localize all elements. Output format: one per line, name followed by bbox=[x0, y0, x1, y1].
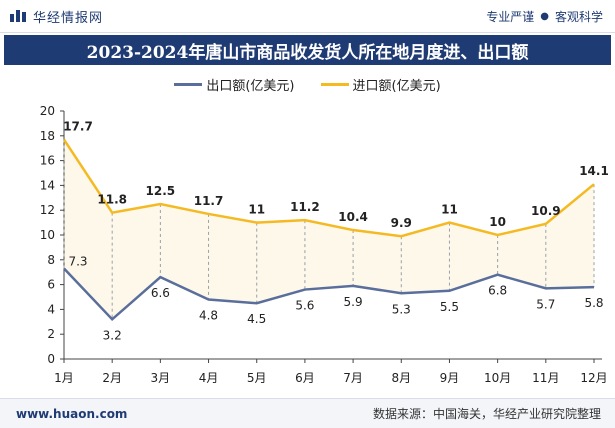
legend-swatch-export bbox=[174, 82, 203, 86]
y-tick-label: 2 bbox=[47, 327, 55, 341]
y-tick-label: 18 bbox=[40, 129, 55, 143]
footer: www.huaon.com 数据来源：中国海关，华经产业研究院整理 bbox=[0, 398, 615, 428]
legend-swatch-import bbox=[320, 82, 349, 86]
import-data-label: 10.4 bbox=[338, 210, 368, 224]
import-data-label: 17.7 bbox=[63, 120, 93, 134]
export-series-line bbox=[63, 267, 595, 322]
y-tick-label: 10 bbox=[40, 228, 55, 242]
footer-source: 数据来源：中国海关，华经产业研究院整理 bbox=[372, 407, 601, 421]
export-data-label: 5.5 bbox=[440, 300, 459, 314]
x-tick-label: 10月 bbox=[484, 371, 511, 385]
import-data-label: 14.1 bbox=[579, 164, 609, 178]
y-tick-label: 20 bbox=[40, 104, 55, 118]
x-tick-label: 6月 bbox=[295, 371, 315, 385]
area-between-series bbox=[64, 139, 594, 320]
chart-legend: 出口额(亿美元) 进口额(亿美元) bbox=[0, 74, 615, 94]
bar-chart-logo-icon bbox=[10, 10, 26, 22]
legend-label-export: 出口额(亿美元) bbox=[206, 78, 295, 94]
export-data-label: 7.3 bbox=[68, 254, 87, 268]
y-tick-label: 0 bbox=[47, 352, 55, 366]
import-data-label: 12.5 bbox=[146, 184, 176, 198]
y-tick-label: 12 bbox=[40, 203, 55, 217]
export-data-label: 4.5 bbox=[247, 312, 266, 326]
x-tick-label: 2月 bbox=[102, 371, 122, 385]
import-data-label: 10 bbox=[489, 215, 506, 229]
import-series-line bbox=[62, 138, 595, 238]
export-data-label: 6.6 bbox=[151, 286, 170, 300]
header-tag-2: 客观科学 bbox=[554, 9, 603, 24]
import-data-label: 11.2 bbox=[290, 200, 320, 214]
export-data-label: 6.8 bbox=[488, 284, 507, 298]
y-tick-label: 8 bbox=[47, 253, 55, 267]
brand-name: 华经情报网 bbox=[33, 10, 104, 26]
y-tick-label: 14 bbox=[40, 178, 55, 192]
export-data-label: 5.6 bbox=[295, 299, 314, 313]
x-tick-label: 9月 bbox=[440, 371, 460, 385]
x-tick-label: 11月 bbox=[532, 371, 559, 385]
x-tick-label: 4月 bbox=[199, 371, 219, 385]
x-tick-label: 3月 bbox=[151, 371, 171, 385]
export-data-label: 3.2 bbox=[103, 328, 122, 342]
brand: 华经情报网 bbox=[10, 7, 103, 26]
import-data-label: 11 bbox=[248, 203, 265, 217]
legend-item-import: 进口额(亿美元) bbox=[320, 75, 441, 94]
legend-label-import: 进口额(亿美元) bbox=[352, 78, 441, 94]
x-tick-label: 12月 bbox=[580, 371, 607, 385]
footer-website: www.huaon.com bbox=[16, 406, 128, 421]
import-data-label: 11 bbox=[441, 203, 458, 217]
export-data-label: 5.7 bbox=[536, 297, 555, 311]
import-data-label: 11.7 bbox=[194, 194, 224, 208]
x-tick-label: 8月 bbox=[391, 371, 411, 385]
title-bar: 2023-2024年唐山市商品收发货人所在地月度进、出口额 bbox=[4, 35, 611, 65]
import-data-label: 9.9 bbox=[391, 216, 412, 230]
chart-title: 2023-2024年唐山市商品收发货人所在地月度进、出口额 bbox=[86, 42, 529, 63]
header-tag-1: 专业严谨 bbox=[486, 9, 535, 24]
x-tick-label: 1月 bbox=[54, 371, 74, 385]
dot-separator-icon: ● bbox=[540, 10, 549, 22]
export-data-label: 5.8 bbox=[584, 296, 603, 310]
y-tick-label: 4 bbox=[47, 302, 55, 316]
y-tick-label: 16 bbox=[40, 154, 55, 168]
export-data-label: 4.8 bbox=[199, 308, 218, 322]
header-tags: 专业严谨 ● 客观科学 bbox=[486, 8, 603, 25]
top-bar: 华经情报网 专业严谨 ● 客观科学 bbox=[0, 0, 615, 33]
export-data-label: 5.3 bbox=[392, 302, 411, 316]
x-tick-label: 5月 bbox=[247, 371, 267, 385]
x-tick-label: 7月 bbox=[343, 371, 363, 385]
import-data-label: 11.8 bbox=[97, 193, 127, 207]
legend-item-export: 出口额(亿美元) bbox=[174, 75, 295, 94]
export-data-label: 5.9 bbox=[344, 295, 363, 309]
y-tick-label: 6 bbox=[47, 278, 55, 292]
import-data-label: 10.9 bbox=[531, 204, 561, 218]
